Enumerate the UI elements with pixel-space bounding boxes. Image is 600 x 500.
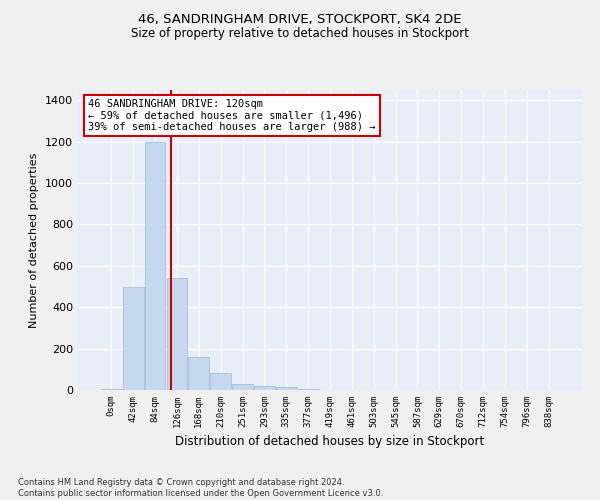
- Text: Distribution of detached houses by size in Stockport: Distribution of detached houses by size …: [175, 435, 485, 448]
- Bar: [123, 286, 143, 390]
- Text: Contains HM Land Registry data © Crown copyright and database right 2024.
Contai: Contains HM Land Registry data © Crown c…: [18, 478, 383, 498]
- Text: Size of property relative to detached houses in Stockport: Size of property relative to detached ho…: [131, 28, 469, 40]
- Bar: [298, 389, 319, 390]
- Text: 46, SANDRINGHAM DRIVE, STOCKPORT, SK4 2DE: 46, SANDRINGHAM DRIVE, STOCKPORT, SK4 2D…: [138, 12, 462, 26]
- Y-axis label: Number of detached properties: Number of detached properties: [29, 152, 40, 328]
- Bar: [276, 387, 296, 390]
- Bar: [167, 278, 187, 390]
- Bar: [210, 374, 231, 390]
- Bar: [101, 389, 122, 390]
- Bar: [232, 384, 253, 390]
- Text: 46 SANDRINGHAM DRIVE: 120sqm
← 59% of detached houses are smaller (1,496)
39% of: 46 SANDRINGHAM DRIVE: 120sqm ← 59% of de…: [88, 99, 376, 132]
- Bar: [254, 386, 275, 390]
- Bar: [188, 357, 209, 390]
- Bar: [145, 142, 166, 390]
